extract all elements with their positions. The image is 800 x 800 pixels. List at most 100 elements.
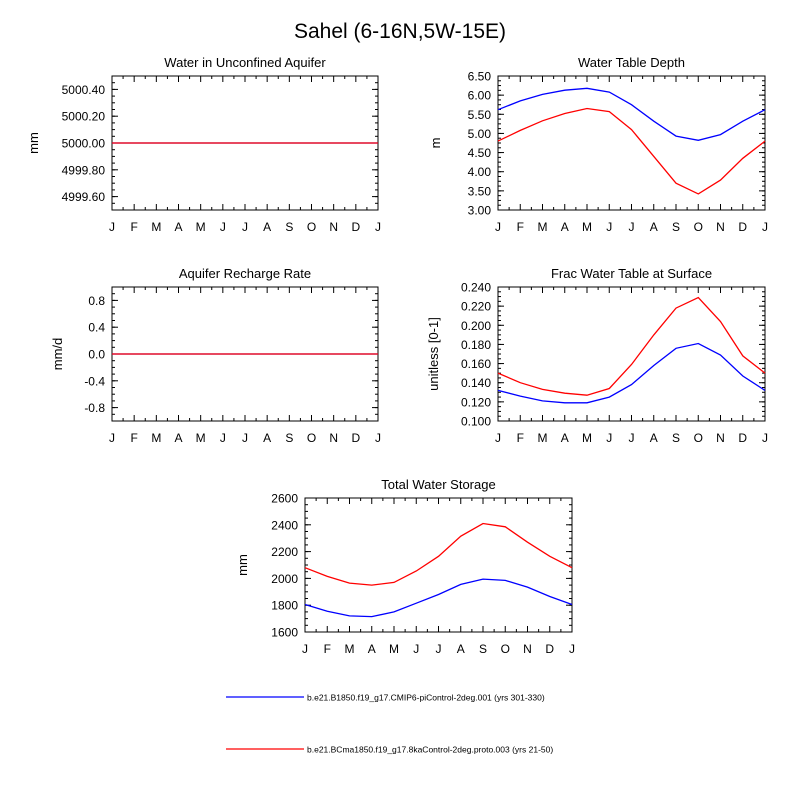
- series-line-2: [497, 296, 766, 396]
- y-tick-label: -0.8: [84, 401, 105, 415]
- x-tick-label: F: [130, 431, 137, 445]
- x-tick-label: J: [242, 220, 248, 234]
- x-tick-label: O: [694, 431, 703, 445]
- y-axis-label: unitless [0-1]: [426, 317, 441, 391]
- x-tick-label: M: [582, 431, 592, 445]
- x-tick-label: O: [307, 431, 316, 445]
- y-tick-label: 5000.00: [62, 137, 106, 151]
- x-tick-label: M: [582, 220, 592, 234]
- legend-entry-2: b.e21.BCma1850.f19_g17.8kaControl-2deg.p…: [226, 745, 553, 755]
- x-tick-label: J: [220, 431, 226, 445]
- x-tick-label: S: [672, 220, 680, 234]
- x-tick-label: J: [413, 642, 419, 656]
- x-tick-label: D: [351, 431, 360, 445]
- series-line-1: [304, 578, 573, 618]
- x-tick-label: A: [368, 642, 376, 656]
- y-tick-label: 0.100: [461, 415, 491, 429]
- y-axis-label: mm: [26, 132, 41, 154]
- y-tick-label: 4999.80: [62, 163, 106, 177]
- y-tick-label: 0.0: [88, 348, 105, 362]
- x-tick-label: A: [263, 220, 271, 234]
- y-tick-label: 0.200: [461, 319, 491, 333]
- chart-title: Water in Unconfined Aquifer: [164, 55, 326, 70]
- x-tick-label: N: [716, 220, 725, 234]
- y-tick-label: 2600: [271, 492, 298, 506]
- figure-title: Sahel (6-16N,5W-15E): [294, 20, 506, 43]
- y-tick-label: 4999.60: [62, 190, 106, 204]
- x-tick-label: J: [495, 220, 501, 234]
- y-tick-label: 1600: [271, 626, 298, 640]
- x-tick-label: M: [345, 642, 355, 656]
- y-tick-label: 5000.20: [62, 110, 106, 124]
- x-tick-label: J: [109, 220, 115, 234]
- x-tick-label: J: [375, 220, 381, 234]
- y-tick-label: 5.00: [468, 127, 492, 141]
- x-tick-label: J: [495, 431, 501, 445]
- legend-entry-1: b.e21.B1850.f19_g17.CMIP6-piControl-2deg…: [226, 693, 545, 703]
- x-tick-label: O: [694, 220, 703, 234]
- y-tick-label: 0.160: [461, 357, 491, 371]
- y-axis-label: mm/d: [50, 338, 65, 371]
- y-tick-label: 0.4: [88, 321, 105, 335]
- x-tick-label: J: [762, 220, 768, 234]
- x-tick-label: N: [329, 431, 338, 445]
- x-tick-label: F: [517, 220, 524, 234]
- y-tick-label: 3.50: [468, 184, 492, 198]
- chart-title: Total Water Storage: [381, 477, 495, 492]
- x-tick-label: M: [538, 431, 548, 445]
- x-tick-label: O: [501, 642, 510, 656]
- x-tick-label: M: [538, 220, 548, 234]
- x-tick-label: M: [389, 642, 399, 656]
- x-tick-label: J: [629, 431, 635, 445]
- y-tick-label: 4.50: [468, 146, 492, 160]
- x-tick-label: N: [523, 642, 532, 656]
- y-tick-label: 6.00: [468, 89, 492, 103]
- x-tick-label: S: [285, 431, 293, 445]
- x-tick-label: J: [242, 431, 248, 445]
- chart-title: Frac Water Table at Surface: [551, 266, 712, 281]
- series-line-2: [497, 107, 766, 195]
- x-tick-label: J: [220, 220, 226, 234]
- x-tick-label: O: [307, 220, 316, 234]
- y-tick-label: 2400: [271, 518, 298, 532]
- x-tick-label: D: [545, 642, 554, 656]
- x-tick-label: A: [650, 431, 658, 445]
- x-tick-label: F: [517, 431, 524, 445]
- y-axis-label: m: [428, 138, 443, 149]
- series-line-1: [497, 87, 766, 141]
- y-tick-label: 2000: [271, 572, 298, 586]
- y-tick-label: 3.00: [468, 204, 492, 218]
- y-tick-label: 0.240: [461, 281, 491, 295]
- series-line-2: [304, 522, 573, 586]
- x-tick-label: A: [174, 220, 182, 234]
- y-tick-label: 0.180: [461, 338, 491, 352]
- x-tick-label: A: [650, 220, 658, 234]
- x-tick-label: D: [738, 431, 747, 445]
- x-tick-label: A: [561, 220, 569, 234]
- x-tick-label: S: [285, 220, 293, 234]
- x-tick-label: N: [716, 431, 725, 445]
- x-tick-label: J: [762, 431, 768, 445]
- y-tick-label: 2200: [271, 545, 298, 559]
- x-tick-label: J: [436, 642, 442, 656]
- plot-frame: [497, 286, 766, 422]
- x-tick-label: N: [329, 220, 338, 234]
- chart-title: Aquifer Recharge Rate: [179, 266, 311, 281]
- y-tick-label: 4.00: [468, 165, 492, 179]
- legend-label: b.e21.B1850.f19_g17.CMIP6-piControl-2deg…: [307, 693, 545, 703]
- x-tick-label: D: [351, 220, 360, 234]
- y-tick-label: -0.4: [84, 374, 105, 388]
- x-tick-label: A: [263, 431, 271, 445]
- x-tick-label: S: [479, 642, 487, 656]
- x-tick-label: J: [569, 642, 575, 656]
- y-tick-label: 0.120: [461, 395, 491, 409]
- legend: b.e21.B1850.f19_g17.CMIP6-piControl-2deg…: [226, 693, 553, 755]
- x-tick-label: J: [109, 431, 115, 445]
- x-tick-label: S: [672, 431, 680, 445]
- x-tick-label: J: [606, 220, 612, 234]
